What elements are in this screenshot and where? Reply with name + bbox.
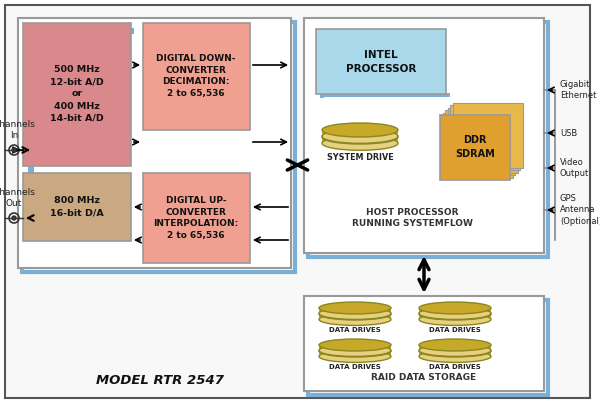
Text: MODEL RTR 2547: MODEL RTR 2547 xyxy=(96,373,224,386)
Bar xyxy=(419,314,491,320)
Text: Channels
Out: Channels Out xyxy=(0,188,35,208)
Bar xyxy=(319,345,391,350)
Bar xyxy=(316,29,446,94)
Text: INTEL
PROCESSOR: INTEL PROCESSOR xyxy=(346,50,416,74)
Bar xyxy=(320,93,450,97)
Ellipse shape xyxy=(419,302,491,314)
Ellipse shape xyxy=(322,136,398,150)
Text: DATA DRIVES: DATA DRIVES xyxy=(329,327,381,333)
Bar xyxy=(18,18,291,268)
Ellipse shape xyxy=(419,345,491,357)
Text: HOST PROCESSOR
RUNNING SYSTEMFLOW: HOST PROCESSOR RUNNING SYSTEMFLOW xyxy=(352,208,472,228)
Ellipse shape xyxy=(319,345,391,357)
Bar xyxy=(308,22,548,257)
Text: DIGITAL UP-
CONVERTER
INTERPOLATION:
2 to 65,536: DIGITAL UP- CONVERTER INTERPOLATION: 2 t… xyxy=(154,196,239,240)
Bar xyxy=(319,351,391,356)
Text: DIGITAL DOWN-
CONVERTER
DECIMATION:
2 to 65,536: DIGITAL DOWN- CONVERTER DECIMATION: 2 to… xyxy=(156,54,236,98)
Bar xyxy=(443,113,512,177)
Ellipse shape xyxy=(319,313,391,325)
Circle shape xyxy=(12,216,16,220)
Ellipse shape xyxy=(322,130,398,144)
Ellipse shape xyxy=(419,350,491,362)
Text: Gigabit
Ethernet: Gigabit Ethernet xyxy=(560,80,596,100)
Text: DATA DRIVES: DATA DRIVES xyxy=(429,364,481,370)
Bar xyxy=(28,176,136,182)
Bar xyxy=(322,130,398,136)
Bar xyxy=(320,33,324,98)
Text: 800 MHz
16-bit D/A: 800 MHz 16-bit D/A xyxy=(50,196,104,217)
Bar xyxy=(319,314,391,320)
Text: Video
Output: Video Output xyxy=(560,158,589,178)
Ellipse shape xyxy=(319,308,391,320)
Bar xyxy=(308,300,548,395)
Text: DDR
SDRAM: DDR SDRAM xyxy=(455,135,495,159)
Ellipse shape xyxy=(319,302,391,314)
Text: DATA DRIVES: DATA DRIVES xyxy=(429,327,481,333)
Bar xyxy=(143,23,250,130)
Ellipse shape xyxy=(319,339,391,351)
Ellipse shape xyxy=(419,308,491,320)
Ellipse shape xyxy=(419,339,491,351)
Bar xyxy=(148,28,154,133)
Ellipse shape xyxy=(319,307,391,320)
Text: 500 MHz
12-bit A/D
or
400 MHz
14-bit A/D: 500 MHz 12-bit A/D or 400 MHz 14-bit A/D xyxy=(50,65,104,123)
Text: USB: USB xyxy=(560,128,577,138)
Ellipse shape xyxy=(319,344,391,356)
Bar xyxy=(23,173,131,241)
Ellipse shape xyxy=(319,350,391,362)
Ellipse shape xyxy=(419,313,491,325)
Bar xyxy=(419,308,491,313)
Bar xyxy=(30,30,34,178)
Bar xyxy=(23,23,131,166)
Ellipse shape xyxy=(419,344,491,356)
Bar xyxy=(148,178,154,268)
Bar xyxy=(322,137,398,143)
Circle shape xyxy=(12,148,16,152)
Bar xyxy=(440,115,510,180)
Bar xyxy=(319,308,391,313)
Bar xyxy=(304,18,544,253)
Text: Channels
In: Channels In xyxy=(0,120,35,140)
Bar xyxy=(22,22,295,272)
Bar xyxy=(28,28,136,174)
Bar xyxy=(452,102,523,168)
Bar xyxy=(28,26,34,174)
Bar xyxy=(419,345,491,350)
Bar xyxy=(143,173,250,263)
Bar xyxy=(28,176,34,246)
Bar xyxy=(148,262,256,268)
Ellipse shape xyxy=(419,307,491,320)
Ellipse shape xyxy=(322,123,398,137)
Bar xyxy=(448,107,517,173)
Bar xyxy=(148,128,256,134)
Bar xyxy=(419,351,491,356)
Bar xyxy=(304,296,544,391)
Bar xyxy=(445,110,515,175)
Text: DATA DRIVES: DATA DRIVES xyxy=(329,364,381,370)
Bar xyxy=(450,105,520,170)
Bar xyxy=(26,28,134,34)
Ellipse shape xyxy=(322,129,398,143)
Text: RAID DATA STORAGE: RAID DATA STORAGE xyxy=(371,373,476,382)
Text: SYSTEM DRIVE: SYSTEM DRIVE xyxy=(326,153,394,162)
Text: GPS
Antenna
(Optional): GPS Antenna (Optional) xyxy=(560,194,600,226)
